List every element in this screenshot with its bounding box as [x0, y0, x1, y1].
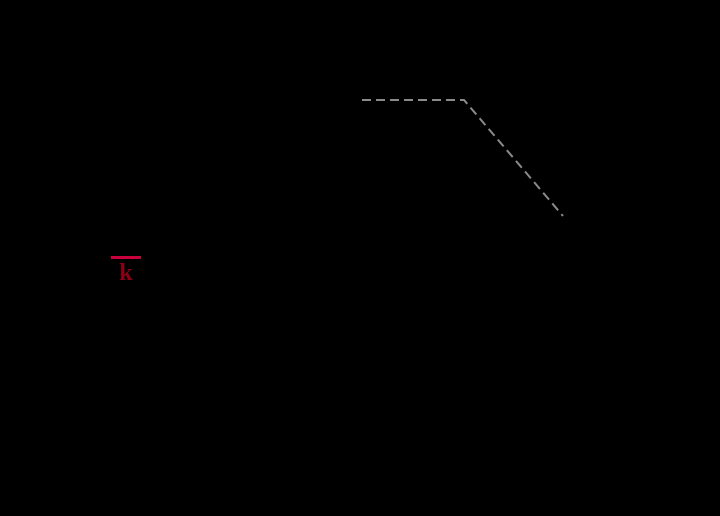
fraction-label: k	[111, 256, 141, 285]
fraction-bar	[111, 256, 141, 259]
dashed-response-curve	[362, 99, 564, 217]
fraction-denominator-label: k	[119, 260, 133, 286]
